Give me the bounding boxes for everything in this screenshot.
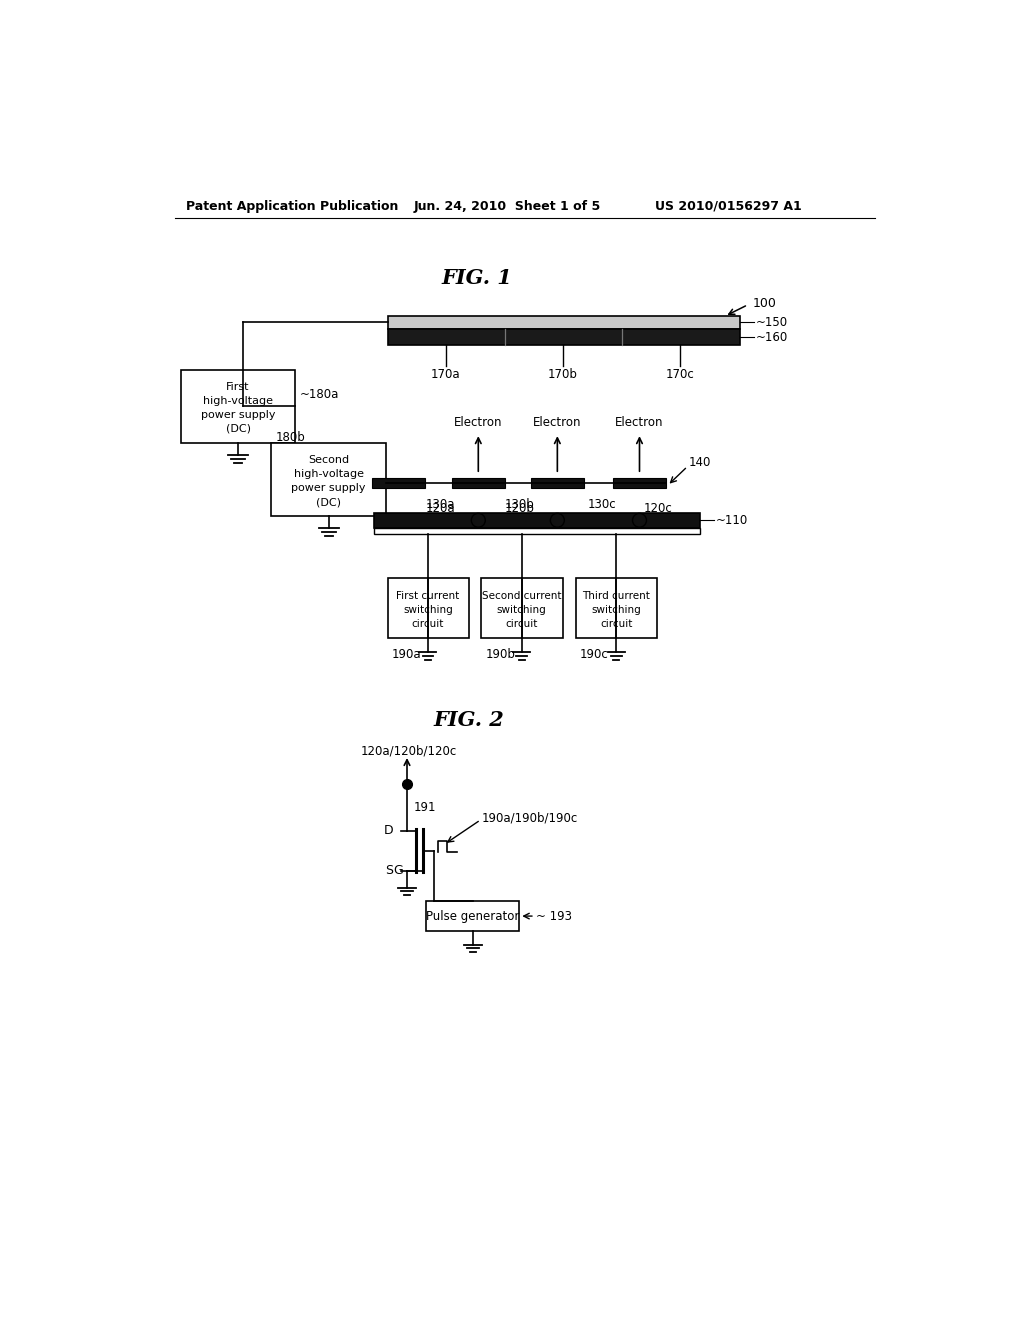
Bar: [575, 578, 657, 638]
Text: 190c: 190c: [580, 648, 608, 661]
Text: 130c: 130c: [587, 499, 615, 511]
Text: 190a: 190a: [391, 648, 421, 661]
Bar: [613, 478, 666, 488]
Text: 100: 100: [753, 297, 776, 310]
Text: ~110: ~110: [716, 513, 748, 527]
Text: Second
high-voltage
power supply
(DC): Second high-voltage power supply (DC): [292, 455, 366, 507]
Bar: [271, 444, 386, 516]
Text: 120b: 120b: [504, 502, 535, 515]
Bar: [531, 478, 584, 488]
Text: FIG. 2: FIG. 2: [433, 710, 505, 730]
Text: US 2010/0156297 A1: US 2010/0156297 A1: [655, 199, 802, 213]
Text: 170c: 170c: [666, 367, 694, 380]
Bar: [375, 512, 700, 528]
Bar: [372, 478, 425, 488]
Bar: [388, 330, 740, 345]
Text: 130b: 130b: [505, 499, 535, 511]
Text: Second current
switching
circuit: Second current switching circuit: [482, 590, 561, 628]
Text: FIG. 1: FIG. 1: [441, 268, 512, 288]
Text: S: S: [385, 865, 393, 878]
Text: 190b: 190b: [485, 648, 515, 661]
Text: Pulse generator: Pulse generator: [426, 909, 519, 923]
Text: 120a: 120a: [425, 502, 455, 515]
Text: ~180a: ~180a: [299, 388, 339, 401]
Text: D: D: [383, 824, 393, 837]
Text: 120a/120b/120c: 120a/120b/120c: [360, 744, 457, 758]
Text: Patent Application Publication: Patent Application Publication: [186, 199, 398, 213]
Text: 170b: 170b: [548, 367, 578, 380]
Text: 191: 191: [414, 801, 435, 814]
Text: Electron: Electron: [615, 416, 664, 429]
Text: 180b: 180b: [275, 430, 305, 444]
Text: First
high-voltage
power supply
(DC): First high-voltage power supply (DC): [201, 381, 275, 434]
Text: Electron: Electron: [534, 416, 582, 429]
Text: ~150: ~150: [756, 315, 787, 329]
Text: ~ 193: ~ 193: [537, 909, 572, 923]
Bar: [388, 578, 469, 638]
Text: Third current
switching
circuit: Third current switching circuit: [583, 590, 650, 628]
Text: 140: 140: [689, 455, 712, 469]
Bar: [426, 902, 519, 931]
Text: 130a: 130a: [426, 499, 455, 511]
Text: Electron: Electron: [454, 416, 503, 429]
Text: Jun. 24, 2010  Sheet 1 of 5: Jun. 24, 2010 Sheet 1 of 5: [414, 199, 600, 213]
Bar: [180, 370, 295, 444]
Text: First current
switching
circuit: First current switching circuit: [396, 590, 460, 628]
Bar: [388, 317, 740, 330]
Text: ~160: ~160: [756, 330, 788, 343]
Bar: [481, 578, 563, 638]
Text: 190a/190b/190c: 190a/190b/190c: [481, 812, 578, 825]
Bar: [452, 478, 505, 488]
Text: G: G: [393, 865, 403, 878]
Text: 120c: 120c: [643, 502, 672, 515]
Bar: [375, 528, 700, 535]
Text: 170a: 170a: [431, 367, 461, 380]
